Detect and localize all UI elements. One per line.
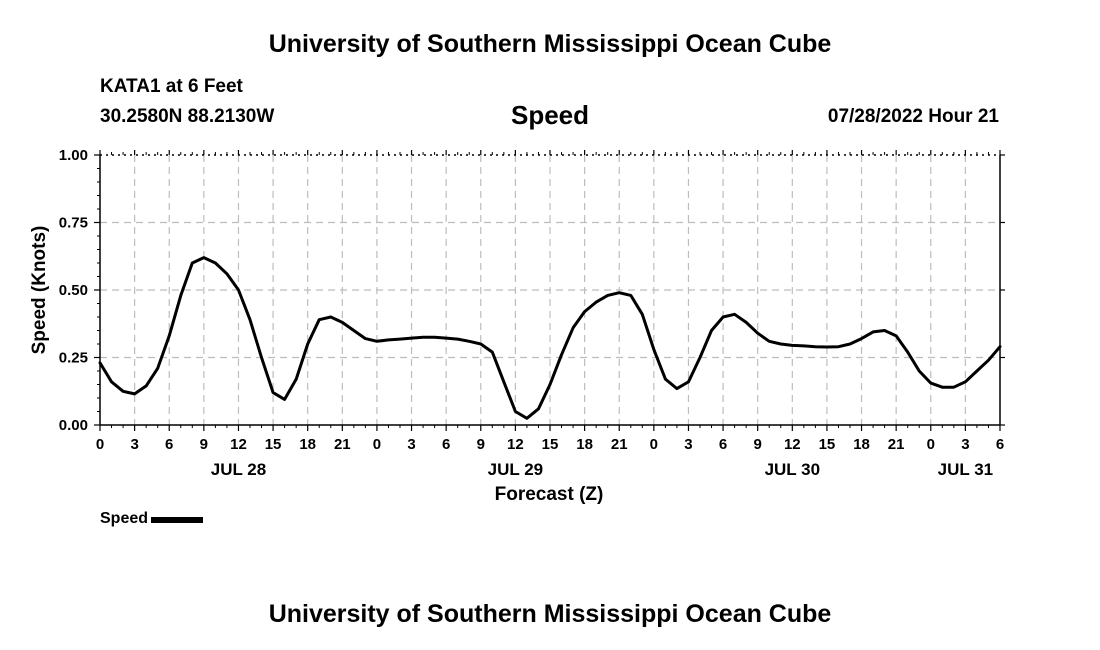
x-tick-label: 6 bbox=[442, 436, 450, 453]
datetime-label: 07/28/2022 Hour 21 bbox=[827, 106, 999, 127]
x-tick-label: 15 bbox=[265, 436, 282, 453]
page-title: University of Southern Mississippi Ocean… bbox=[268, 30, 832, 58]
y-tick-label: 0.25 bbox=[59, 350, 88, 367]
date-label: JUL 28 bbox=[211, 460, 266, 479]
coordinates-label: 30.2580N 88.2130W bbox=[100, 106, 275, 127]
variable-title: Speed bbox=[510, 100, 590, 130]
x-tick-label: 9 bbox=[200, 436, 208, 453]
x-tick-label: 3 bbox=[130, 436, 138, 453]
x-tick-label: 6 bbox=[165, 436, 173, 453]
y-tick-label: 0.75 bbox=[59, 215, 88, 232]
axes: 0 3 6 9 12 15 18 21 0 3 6 9 12 15 18 21 0 3 6 9 12 15 18 21 0 3 6 0… bbox=[59, 147, 1005, 479]
series-layer bbox=[98, 256, 1002, 420]
legend: Speed bbox=[100, 510, 204, 528]
x-tick-label: 18 bbox=[853, 436, 870, 453]
x-tick-label: 12 bbox=[507, 436, 524, 453]
y-tick-label: 1.00 bbox=[59, 147, 88, 164]
x-tick-label: 3 bbox=[961, 436, 969, 453]
x-tick-label: 15 bbox=[542, 436, 559, 453]
x-tick-label: 12 bbox=[230, 436, 247, 453]
legend-label: Speed bbox=[100, 510, 149, 527]
y-tick-label: 0.50 bbox=[59, 282, 88, 299]
x-tick-label: 12 bbox=[784, 436, 801, 453]
footer-title: University of Southern Mississippi Ocean… bbox=[268, 600, 832, 628]
x-tick-label: 3 bbox=[407, 436, 415, 453]
station-label: KATA1 at 6 Feet bbox=[100, 76, 243, 97]
date-label: JUL 29 bbox=[488, 460, 543, 479]
x-tick-label: 21 bbox=[334, 436, 351, 453]
grid bbox=[100, 155, 1000, 425]
y-axis-title: Speed (Knots) bbox=[29, 226, 50, 355]
x-tick-label: 15 bbox=[819, 436, 836, 453]
x-tick-label: 0 bbox=[373, 436, 381, 453]
legend-swatch bbox=[151, 517, 204, 523]
date-label: JUL 31 bbox=[938, 460, 993, 479]
x-tick-label: 21 bbox=[611, 436, 628, 453]
x-tick-label: 6 bbox=[996, 436, 1004, 453]
x-tick-label: 21 bbox=[888, 436, 905, 453]
speed-series-line bbox=[98, 256, 1002, 420]
x-tick-label: 0 bbox=[927, 436, 935, 453]
x-tick-label: 9 bbox=[477, 436, 485, 453]
x-tick-label: 18 bbox=[299, 436, 316, 453]
x-tick-label: 0 bbox=[650, 436, 658, 453]
x-axis-title: Forecast (Z) bbox=[495, 484, 604, 505]
y-tick-label: 0.00 bbox=[59, 417, 88, 434]
x-tick-label: 0 bbox=[96, 436, 104, 453]
x-tick-label: 6 bbox=[719, 436, 727, 453]
x-tick-label: 3 bbox=[684, 436, 692, 453]
x-tick-label: 18 bbox=[576, 436, 593, 453]
date-label: JUL 30 bbox=[765, 460, 820, 479]
x-tick-label: 9 bbox=[754, 436, 762, 453]
